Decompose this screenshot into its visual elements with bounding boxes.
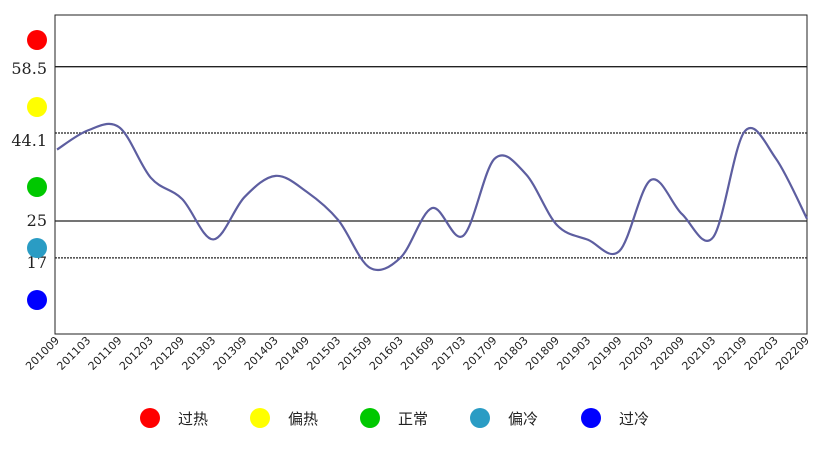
x-tick-label: 201203: [117, 334, 156, 373]
x-tick-label: 201309: [211, 334, 250, 373]
x-tick-label: 201809: [523, 334, 562, 373]
x-tick-label: 201403: [242, 334, 281, 373]
x-tick-label: 201109: [86, 334, 125, 373]
legend-swatch: [140, 408, 160, 428]
legend-label: 过冷: [619, 409, 650, 428]
x-tick-label: 201209: [148, 334, 187, 373]
x-tick-label: 202209: [773, 334, 812, 373]
x-tick-label: 201909: [586, 334, 625, 373]
zone-markers: [27, 30, 47, 310]
legend-item: 偏冷: [470, 398, 538, 438]
reference-line-label: 44.1: [11, 131, 47, 150]
x-tick-label: 202203: [742, 334, 781, 373]
x-tick-label: 201803: [492, 334, 531, 373]
x-tick-label: 202009: [648, 334, 687, 373]
legend-item: 过冷: [581, 398, 649, 438]
zone-marker-4: [27, 238, 47, 258]
x-tick-label: 201409: [273, 334, 312, 373]
x-tick-label: 201609: [398, 334, 437, 373]
reference-lines: 58.5 44.1 25 17: [11, 59, 807, 272]
zone-marker-1: [27, 30, 47, 50]
reference-line-label: 25: [27, 211, 47, 230]
legend-item: 过热: [140, 398, 208, 438]
x-tick-label: 202109: [711, 334, 750, 373]
x-tick-label: 201603: [367, 334, 406, 373]
x-tick-label: 202003: [617, 334, 656, 373]
zone-marker-2: [27, 97, 47, 117]
legend: 过热 偏热 正常 偏冷 过冷: [0, 398, 835, 438]
legend-label: 偏热: [288, 409, 319, 428]
legend-swatch: [470, 408, 490, 428]
zone-marker-5: [27, 290, 47, 310]
x-tick-label: 201709: [461, 334, 500, 373]
legend-label: 正常: [398, 409, 429, 428]
plot-frame: [54, 14, 808, 335]
x-tick-label: 201009: [23, 334, 62, 373]
series-line: [56, 122, 808, 272]
reference-line-label: 58.5: [11, 59, 47, 78]
legend-label: 偏冷: [508, 409, 539, 428]
legend-label: 过热: [178, 409, 209, 428]
x-tick-label: 201503: [304, 334, 343, 373]
legend-item: 正常: [360, 398, 428, 438]
series-layer: [56, 122, 808, 272]
x-axis-ticks: 2010092011032011092012032012092013032013…: [23, 334, 812, 373]
x-tick-label: 201903: [554, 334, 593, 373]
legend-swatch: [581, 408, 601, 428]
legend-item: 偏热: [250, 398, 318, 438]
legend-swatch: [250, 408, 270, 428]
x-tick-label: 202103: [679, 334, 718, 373]
x-tick-label: 201303: [179, 334, 218, 373]
legend-swatch: [360, 408, 380, 428]
reference-line-label: 17: [27, 253, 47, 272]
x-tick-label: 201509: [336, 334, 375, 373]
x-tick-label: 201103: [54, 334, 93, 373]
zone-marker-3: [27, 177, 47, 197]
x-tick-label: 201703: [429, 334, 468, 373]
